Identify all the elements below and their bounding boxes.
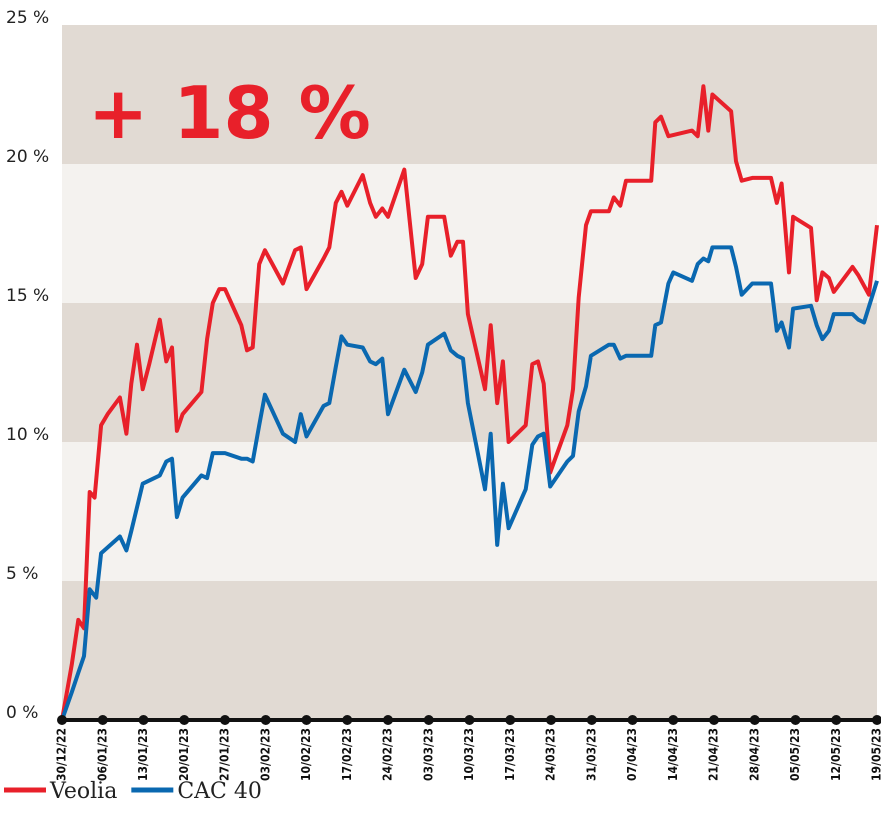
- x-tick-label: 19/05/23: [870, 728, 881, 781]
- x-tick: [342, 715, 353, 725]
- x-tick: [220, 715, 230, 725]
- x-tick: [97, 715, 108, 725]
- x-tick: [709, 715, 719, 725]
- y-tick-label: 20 %: [6, 147, 49, 167]
- x-tick-label: 24/03/23: [544, 728, 558, 781]
- legend-label: CAC 40: [177, 779, 262, 804]
- x-tick-label: 10/03/23: [462, 728, 476, 781]
- x-tick: [668, 715, 679, 725]
- x-tick-label: 14/04/23: [666, 728, 680, 781]
- x-tick: [831, 715, 842, 725]
- band: [62, 581, 877, 720]
- x-tick-label: 31/03/23: [584, 728, 598, 781]
- x-tick-label: 12/05/23: [829, 728, 843, 781]
- x-tick: [57, 715, 67, 725]
- x-tick-label: 06/01/23: [95, 728, 109, 781]
- x-tick: [464, 715, 475, 725]
- band: [62, 164, 877, 303]
- x-tick: [383, 715, 393, 725]
- x-tick-label: 07/04/23: [625, 728, 639, 781]
- x-tick-label: 27/01/23: [218, 728, 232, 781]
- x-tick: [627, 715, 638, 725]
- x-tick-label: 17/02/23: [340, 728, 354, 781]
- y-tick-label: 15 %: [6, 286, 49, 306]
- x-tick: [138, 715, 149, 725]
- x-tick: [872, 715, 881, 725]
- band: [62, 25, 877, 164]
- bands: [62, 25, 877, 720]
- y-tick-label: 10 %: [6, 425, 49, 445]
- x-tick: [790, 715, 801, 725]
- y-tick-label: 0 %: [6, 703, 38, 723]
- x-tick-label: 28/04/23: [747, 728, 761, 781]
- series-line: [60, 245, 879, 721]
- x-tick-label: 20/01/23: [177, 728, 191, 781]
- y-tick-label: 5 %: [6, 564, 38, 584]
- series-line: [60, 84, 879, 721]
- y-tick-label: 25 %: [6, 8, 49, 28]
- x-tick-label: 30/12/22: [55, 728, 69, 781]
- annotation: + 18 %: [88, 71, 371, 155]
- legend-label: Veolia: [49, 779, 117, 804]
- x-tick: [505, 715, 516, 725]
- x-tick-label: 03/02/23: [258, 728, 272, 781]
- x-tick-label: 03/03/23: [421, 728, 435, 781]
- x-tick: [749, 715, 760, 725]
- x-tick: [586, 715, 597, 725]
- x-tick-label: 17/03/23: [503, 728, 517, 781]
- x-axis: 0 % 5 % 10 % 15 % 20 % 25 % 30/12/22 06/01/23 13…: [6, 8, 881, 781]
- x-tick: [260, 715, 271, 725]
- x-tick: [423, 715, 434, 725]
- x-tick-label: 13/01/23: [136, 728, 150, 781]
- x-tick: [546, 715, 556, 725]
- band: [62, 442, 877, 581]
- x-tick-label: 05/05/23: [788, 728, 802, 781]
- lines: [60, 84, 879, 721]
- legend: Veolia CAC 40: [4, 779, 262, 804]
- x-tick-label: 21/04/23: [707, 728, 721, 781]
- x-tick: [301, 715, 312, 725]
- x-tick-label: 10/02/23: [299, 728, 313, 781]
- x-tick: [179, 715, 190, 725]
- x-tick-label: 24/02/23: [381, 728, 395, 781]
